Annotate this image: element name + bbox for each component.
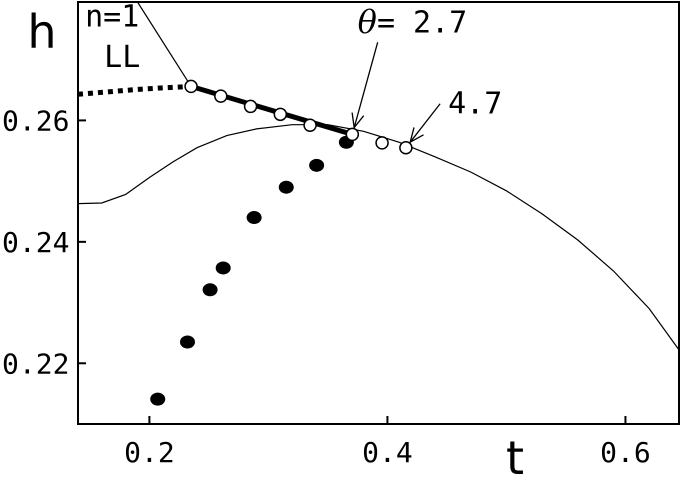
y-tick-label: 0.22 bbox=[2, 347, 69, 380]
annotation-arrow bbox=[409, 103, 441, 144]
plot-marks bbox=[77, 1, 680, 406]
thin-line-lower bbox=[77, 124, 680, 351]
x-axis-label: t bbox=[506, 431, 524, 482]
annotation-label: LL bbox=[104, 40, 140, 75]
filled-point bbox=[150, 392, 166, 406]
annotation-label: θ= 2.7 bbox=[358, 2, 468, 40]
open-point bbox=[273, 107, 288, 122]
x-tick-label: 0.4 bbox=[362, 436, 413, 469]
open-point bbox=[345, 127, 360, 142]
filled-point bbox=[215, 261, 231, 275]
plot-frame bbox=[77, 1, 680, 425]
y-tick-label: 0.26 bbox=[2, 104, 69, 137]
filled-point bbox=[278, 180, 294, 194]
filled-point bbox=[179, 335, 195, 349]
annotation-label: 4.7 bbox=[448, 87, 502, 122]
annotation-arrow bbox=[351, 42, 379, 130]
annotation-label: n=1 bbox=[85, 0, 139, 34]
open-point bbox=[214, 89, 228, 103]
open-point bbox=[399, 140, 413, 155]
ticks: 0.2 0.4 0.6 0.22 0.24 0.26 bbox=[2, 104, 651, 469]
dotted-line bbox=[77, 83, 192, 97]
open-point bbox=[375, 136, 389, 150]
thin-line-upper bbox=[136, 1, 192, 87]
y-tick-label: 0.24 bbox=[2, 226, 69, 259]
annotations: n=1 LL θ= 2.7 4.7 bbox=[85, 0, 502, 144]
open-point bbox=[243, 99, 258, 114]
x-tick-label: 0.6 bbox=[600, 436, 651, 469]
open-point bbox=[184, 79, 198, 94]
open-point bbox=[303, 118, 317, 133]
filled-point bbox=[309, 158, 325, 172]
filled-point bbox=[202, 283, 218, 297]
x-tick-label: 0.2 bbox=[124, 436, 175, 469]
filled-point bbox=[246, 211, 262, 225]
y-axis-label: h bbox=[27, 5, 56, 59]
